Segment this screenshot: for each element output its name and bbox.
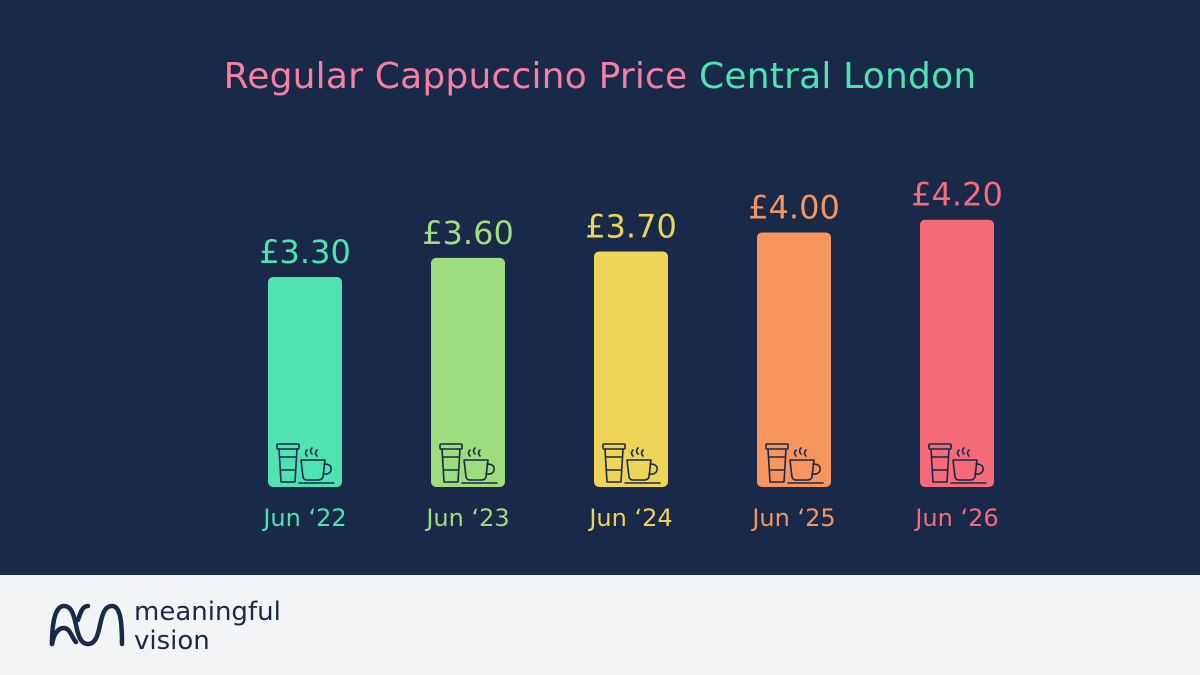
coffee-cups-icon <box>928 443 987 484</box>
value-label-5: £4.20 <box>911 176 1003 214</box>
logo-wordmark: meaningful vision <box>134 598 281 656</box>
wave-logo-icon <box>49 603 125 647</box>
category-label-1: Jun ‘22 <box>261 504 346 532</box>
title-part-2: Central London <box>699 56 977 97</box>
category-label-2: Jun ‘23 <box>424 504 509 532</box>
coffee-cups-icon <box>602 443 661 484</box>
bar-1 <box>268 277 342 487</box>
value-label-4: £4.00 <box>748 188 840 226</box>
logo-line-1: meaningful <box>134 597 281 627</box>
value-label-2: £3.60 <box>422 214 514 252</box>
category-label-3: Jun ‘24 <box>587 504 672 532</box>
value-label-3: £3.70 <box>585 208 677 246</box>
title-part-1: Regular Cappuccino Price <box>223 56 688 97</box>
coffee-cups-icon <box>439 443 498 484</box>
value-label-1: £3.30 <box>259 233 351 271</box>
bar-4 <box>757 232 831 487</box>
bar-chart: £3.30 Jun ‘22 £3.60 Jun ‘23 £3.70 Jun ‘24 £4.0… <box>259 176 1003 532</box>
bar-2 <box>431 257 505 487</box>
footer <box>0 575 1200 675</box>
category-label-5: Jun ‘26 <box>913 504 998 532</box>
category-label-4: Jun ‘25 <box>750 504 835 532</box>
coffee-cups-icon <box>765 443 824 484</box>
chart-title: Regular Cappuccino Price Central London <box>0 56 1200 97</box>
bar-5 <box>920 219 994 487</box>
bar-3 <box>594 251 668 487</box>
coffee-cups-icon <box>276 443 335 484</box>
logo-line-2: vision <box>134 626 210 656</box>
